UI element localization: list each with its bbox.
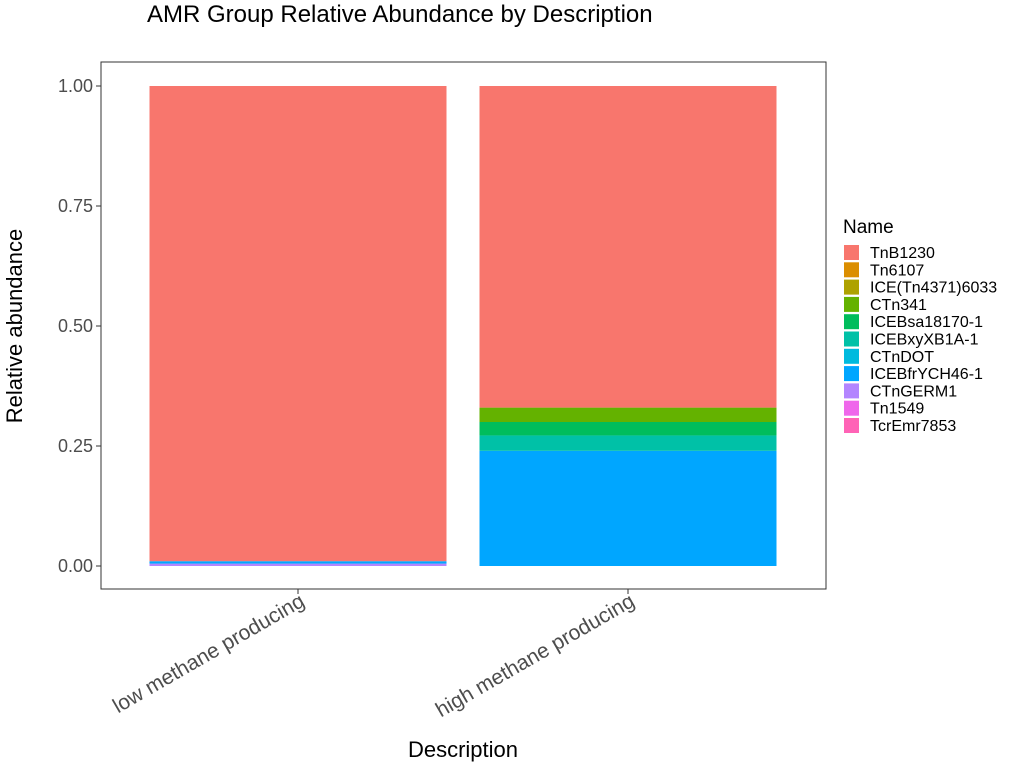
- legend-label: TnB1230: [870, 245, 935, 262]
- legend-swatch: [844, 262, 859, 278]
- x-category-label: high methane producing: [432, 589, 639, 722]
- legend-label: ICEBxyXB1A-1: [870, 332, 979, 349]
- legend-swatch: [844, 383, 859, 399]
- bar-segment: [479, 450, 777, 566]
- bars-layer: [149, 86, 777, 566]
- x-axis: low methane producing high methane produc…: [109, 589, 639, 722]
- bar-segment: [479, 86, 777, 408]
- bar-segment: [479, 422, 777, 436]
- chart-title: AMR Group Relative Abundance by Descript…: [147, 1, 653, 28]
- bar-segment: [479, 407, 777, 422]
- bar-segment: [149, 563, 447, 566]
- legend-label: Tn6107: [870, 262, 924, 279]
- x-axis-title: Description: [408, 737, 518, 762]
- legend-swatch: [844, 400, 859, 416]
- legend-label: CTn341: [870, 297, 927, 314]
- y-axis: 0.00 0.25 0.50 0.75 1.00: [58, 76, 101, 576]
- bar-segment: [479, 435, 777, 451]
- legend-swatch: [844, 245, 859, 260]
- y-axis-title: Relative abundance: [2, 229, 27, 423]
- bar-segment: [149, 86, 447, 562]
- legend: Name TnB1230Tn6107ICE(Tn4371)6033CTn341I…: [843, 217, 997, 435]
- y-tick-label: 1.00: [58, 76, 93, 96]
- legend-title: Name: [843, 217, 894, 238]
- legend-label: CTnDOT: [870, 349, 934, 366]
- legend-swatch: [844, 418, 859, 433]
- y-tick-label: 0.00: [58, 556, 93, 576]
- y-tick-label: 0.50: [58, 316, 93, 336]
- legend-swatch: [844, 331, 859, 347]
- legend-swatch: [844, 348, 859, 364]
- legend-label: CTnGERM1: [870, 383, 957, 400]
- legend-swatch: [844, 279, 859, 295]
- legend-swatch: [844, 366, 859, 382]
- y-tick-label: 0.25: [58, 436, 93, 456]
- legend-swatch: [844, 296, 859, 312]
- legend-label: ICE(Tn4371)6033: [870, 280, 997, 297]
- legend-swatch: [844, 314, 859, 330]
- y-tick-label: 0.75: [58, 196, 93, 216]
- legend-label: ICEBfrYCH46-1: [870, 366, 983, 383]
- bar-segment: [149, 561, 447, 564]
- legend-label: ICEBsa18170-1: [870, 314, 983, 331]
- legend-label: Tn1549: [870, 401, 924, 418]
- x-category-label: low methane producing: [109, 589, 309, 717]
- legend-label: TcrEmr7853: [870, 418, 956, 435]
